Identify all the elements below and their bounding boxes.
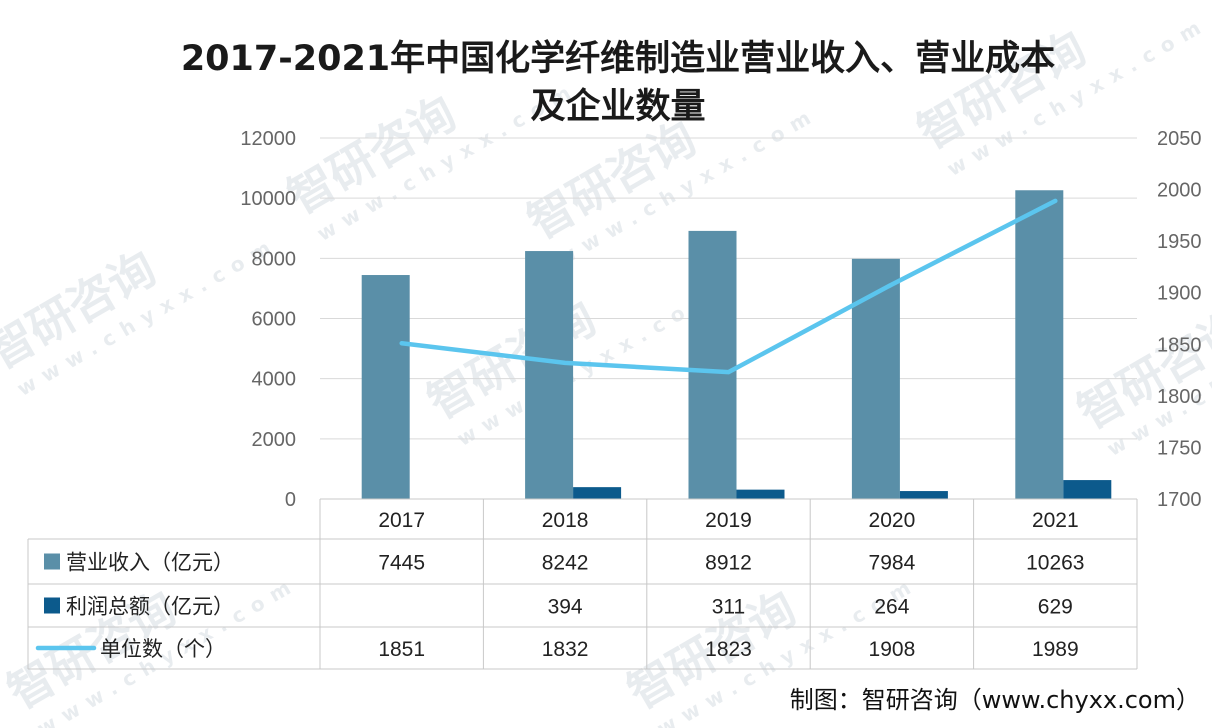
- data-label: 10263: [1026, 552, 1084, 575]
- data-label: 1908: [869, 638, 916, 661]
- bar-revenue-2018: [525, 251, 574, 499]
- legend-label: 利润总额（亿元）: [66, 595, 234, 619]
- data-label: 7984: [869, 552, 916, 575]
- right-tick-label: 2050: [1157, 128, 1202, 150]
- bar-profit-2019: [736, 489, 785, 499]
- right-tick-label: 2000: [1157, 180, 1202, 202]
- left-tick-label: 8000: [252, 248, 297, 270]
- right-tick-label: 1900: [1157, 283, 1202, 305]
- line-units: [399, 198, 1058, 375]
- category-label: 2017: [378, 509, 425, 532]
- left-tick-label: 2000: [252, 429, 297, 451]
- bar-profit-2020: [899, 491, 948, 499]
- legend-swatch: [44, 553, 60, 570]
- bars: [361, 190, 1112, 499]
- chart-title-line-1: 2017-2021年中国化学纤维制造业营业收入、营业成本: [181, 38, 1055, 79]
- data-label: 394: [548, 596, 583, 619]
- left-tick-label: 10000: [240, 188, 296, 210]
- bar-revenue-2021: [1015, 190, 1064, 499]
- data-table: 2017 2018 2019 2020 2021 营业收入（亿元） 7445 8242 8912…: [27, 498, 1138, 670]
- legend-label: 单位数（个）: [100, 637, 226, 661]
- category-label: 2021: [1032, 509, 1079, 532]
- data-label: 264: [874, 596, 909, 619]
- data-label: 1851: [378, 638, 425, 661]
- left-tick-label: 0: [285, 489, 296, 511]
- right-tick-label: 1850: [1157, 334, 1202, 356]
- right-tick-label: 1800: [1157, 386, 1202, 408]
- left-tick-label: 6000: [252, 309, 297, 331]
- bar-profit-2021: [1063, 480, 1112, 499]
- data-label: 1989: [1032, 638, 1079, 661]
- left-tick-label: 12000: [240, 128, 296, 150]
- bar-revenue-2019: [688, 230, 737, 499]
- right-y-axis: 1700 1750 1800 1850 1900 1950 2000 2050: [1157, 128, 1202, 511]
- data-label: 8912: [705, 552, 752, 575]
- left-y-axis: 0 2000 4000 6000 8000 10000 12000: [240, 128, 296, 511]
- left-tick-label: 4000: [252, 369, 297, 391]
- category-label: 2019: [705, 509, 752, 532]
- category-label: 2020: [869, 509, 916, 532]
- bar-revenue-2017: [361, 275, 410, 499]
- bar-profit-2018: [573, 487, 622, 499]
- chart-title-line-2: 及企业数量: [530, 86, 705, 127]
- data-label: 8242: [542, 552, 589, 575]
- bar-revenue-2020: [851, 258, 900, 499]
- source-note: 制图：智研咨询（www.chyxx.com）: [790, 686, 1200, 714]
- data-label: 311: [712, 596, 745, 619]
- right-tick-label: 1950: [1157, 231, 1202, 253]
- legend-label: 营业收入（亿元）: [66, 551, 234, 575]
- category-label: 2018: [542, 509, 589, 532]
- data-label: 1832: [542, 638, 589, 661]
- data-label: 1823: [705, 638, 752, 661]
- units-line: [399, 198, 1058, 375]
- legend-swatch: [44, 597, 60, 614]
- data-label: 629: [1038, 596, 1073, 619]
- right-tick-label: 1750: [1157, 437, 1202, 459]
- data-label: 7445: [378, 552, 425, 575]
- right-tick-label: 1700: [1157, 489, 1202, 511]
